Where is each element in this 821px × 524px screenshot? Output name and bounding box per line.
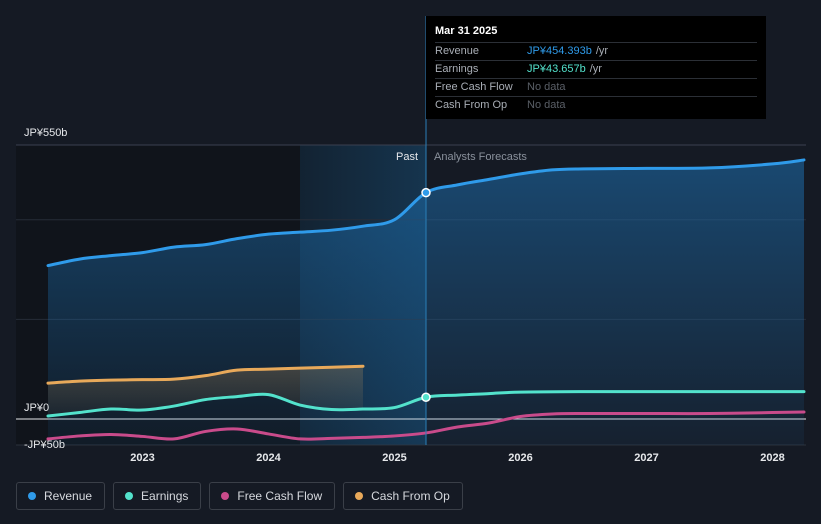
tooltip-date: Mar 31 2025 [435,25,498,37]
tooltip-row-earnings: Earnings JP¥43.657b/yr [435,60,757,78]
legend-item-cash-from-op[interactable]: Cash From Op [343,482,463,510]
y-tick-label: JP¥550b [24,127,67,139]
legend-item-revenue[interactable]: Revenue [16,482,106,510]
earnings-highlight-point [421,392,431,403]
x-tick-label: 2024 [256,452,281,464]
legend-label: Revenue [44,489,93,503]
legend-label: Earnings [141,489,189,503]
legend-dot-icon [355,492,364,500]
x-tick-label: 2026 [508,452,532,464]
tooltip-label: Cash From Op [435,99,508,111]
tooltip-value: No data [527,81,566,93]
tooltip-label: Free Cash Flow [435,81,513,93]
revenue-line [46,158,806,268]
legend-item-free-cash-flow[interactable]: Free Cash Flow [209,482,336,510]
forecast-label: Analysts Forecasts [434,151,527,163]
tooltip-row-free-cash-flow: Free Cash Flow No data [435,78,757,96]
revenue-highlight-point [421,187,431,198]
past-label: Past [396,151,418,163]
tooltip-unit: /yr [595,45,609,57]
x-tick-label: 2025 [382,452,406,464]
legend-label: Cash From Op [371,489,450,503]
legend: Revenue Earnings Free Cash Flow Cash Fro… [16,482,463,510]
legend-label: Free Cash Flow [237,489,323,503]
earnings-line [46,390,806,418]
free-cash-flow-line [46,410,806,441]
x-tick-label: 2027 [634,452,658,464]
tooltip-value: No data [527,99,566,111]
y-tick-label: JP¥0 [24,402,49,414]
tooltip-value: JP¥43.657b [527,63,586,75]
tooltip: Mar 31 2025 Revenue JP¥454.393b/yr Earni… [426,16,766,119]
tooltip-label: Earnings [435,63,479,75]
tooltip-row-revenue: Revenue JP¥454.393b/yr [435,42,757,60]
legend-dot-icon [125,492,134,500]
tooltip-row-cash-from-op: Cash From Op No data [435,96,757,114]
x-tick-label: 2023 [130,452,154,464]
tooltip-label: Revenue [435,45,480,57]
legend-dot-icon [28,492,36,500]
cash-from-op-line [46,364,365,385]
y-tick-label: -JP¥50b [24,439,65,451]
legend-item-earnings[interactable]: Earnings [113,482,202,510]
tooltip-unit: /yr [589,63,602,75]
cash-from-op-area [48,366,363,417]
legend-dot-icon [221,492,230,500]
x-tick-label: 2028 [760,452,784,464]
tooltip-value: JP¥454.393b [527,45,592,57]
